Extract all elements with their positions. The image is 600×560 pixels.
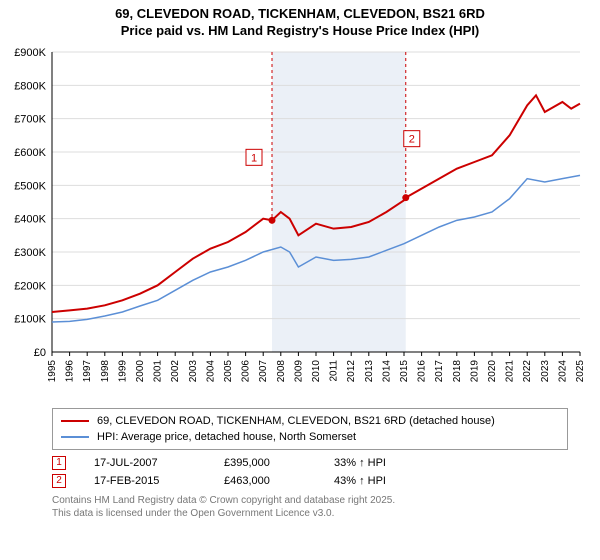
svg-text:2011: 2011: [329, 359, 340, 381]
legend-swatch-1: [61, 436, 89, 438]
svg-text:2017: 2017: [434, 359, 445, 382]
svg-text:2005: 2005: [223, 359, 234, 382]
svg-text:2006: 2006: [241, 359, 252, 382]
sales-table: 1 17-JUL-2007 £395,000 33% ↑ HPI 2 17-FE…: [52, 454, 568, 490]
legend: 69, CLEVEDON ROAD, TICKENHAM, CLEVEDON, …: [52, 408, 568, 450]
svg-text:2002: 2002: [170, 359, 181, 382]
svg-text:2003: 2003: [188, 359, 199, 382]
sale-rel-0: 33% ↑ HPI: [334, 457, 454, 469]
chart-container: 69, CLEVEDON ROAD, TICKENHAM, CLEVEDON, …: [0, 0, 600, 520]
svg-text:£0: £0: [34, 347, 46, 359]
svg-text:2004: 2004: [205, 359, 216, 382]
footer: Contains HM Land Registry data © Crown c…: [52, 494, 568, 520]
svg-text:1998: 1998: [100, 359, 111, 382]
svg-text:2025: 2025: [575, 359, 586, 382]
sale-price-1: £463,000: [224, 475, 334, 487]
legend-row-1: HPI: Average price, detached house, Nort…: [61, 429, 559, 445]
sale-row-0: 1 17-JUL-2007 £395,000 33% ↑ HPI: [52, 454, 568, 472]
svg-text:2016: 2016: [417, 359, 428, 382]
svg-text:£800K: £800K: [14, 80, 46, 92]
svg-text:2010: 2010: [311, 359, 322, 382]
svg-text:£900K: £900K: [14, 47, 46, 59]
sale-price-0: £395,000: [224, 457, 334, 469]
svg-text:2024: 2024: [557, 359, 568, 382]
svg-text:2018: 2018: [452, 359, 463, 382]
legend-row-0: 69, CLEVEDON ROAD, TICKENHAM, CLEVEDON, …: [61, 413, 559, 429]
svg-text:£500K: £500K: [14, 180, 46, 192]
svg-text:2019: 2019: [469, 359, 480, 382]
svg-text:£100K: £100K: [14, 313, 46, 325]
svg-text:£200K: £200K: [14, 280, 46, 292]
svg-text:2008: 2008: [276, 359, 287, 382]
svg-text:1: 1: [251, 152, 257, 164]
title-block: 69, CLEVEDON ROAD, TICKENHAM, CLEVEDON, …: [0, 0, 600, 42]
svg-text:2: 2: [409, 133, 415, 145]
svg-text:£600K: £600K: [14, 147, 46, 159]
svg-text:2009: 2009: [293, 359, 304, 382]
svg-text:2023: 2023: [540, 359, 551, 382]
title-line-1: 69, CLEVEDON ROAD, TICKENHAM, CLEVEDON, …: [0, 6, 600, 23]
svg-text:1996: 1996: [65, 359, 76, 382]
svg-text:2014: 2014: [381, 359, 392, 382]
svg-text:2012: 2012: [346, 359, 357, 382]
footer-line-2: This data is licensed under the Open Gov…: [52, 507, 568, 520]
sale-date-0: 17-JUL-2007: [94, 457, 224, 469]
svg-text:2021: 2021: [505, 359, 516, 382]
svg-text:2013: 2013: [364, 359, 375, 382]
svg-text:2020: 2020: [487, 359, 498, 382]
svg-text:2015: 2015: [399, 359, 410, 382]
sale-date-1: 17-FEB-2015: [94, 475, 224, 487]
svg-text:2007: 2007: [258, 359, 269, 382]
svg-text:£300K: £300K: [14, 247, 46, 259]
svg-text:2001: 2001: [153, 359, 164, 382]
legend-label-1: HPI: Average price, detached house, Nort…: [97, 431, 356, 443]
svg-text:1997: 1997: [82, 359, 93, 382]
legend-swatch-0: [61, 420, 89, 422]
sale-rel-1: 43% ↑ HPI: [334, 475, 454, 487]
svg-text:1995: 1995: [47, 359, 58, 382]
sale-marker-0: 1: [52, 456, 66, 470]
svg-text:1999: 1999: [117, 359, 128, 382]
sale-marker-1: 2: [52, 474, 66, 488]
chart-svg: £0 £100K £200K £300K £400K £500K £600K £700K £80…: [0, 42, 600, 402]
footer-line-1: Contains HM Land Registry data © Crown c…: [52, 494, 568, 507]
sale-row-1: 2 17-FEB-2015 £463,000 43% ↑ HPI: [52, 472, 568, 490]
svg-text:£700K: £700K: [14, 113, 46, 125]
svg-text:2000: 2000: [135, 359, 146, 382]
chart-area: £0 £100K £200K £300K £400K £500K £600K £700K £80…: [0, 42, 600, 402]
svg-text:2022: 2022: [522, 359, 533, 382]
svg-text:£400K: £400K: [14, 213, 46, 225]
title-line-2: Price paid vs. HM Land Registry's House …: [0, 23, 600, 40]
legend-label-0: 69, CLEVEDON ROAD, TICKENHAM, CLEVEDON, …: [97, 415, 495, 427]
